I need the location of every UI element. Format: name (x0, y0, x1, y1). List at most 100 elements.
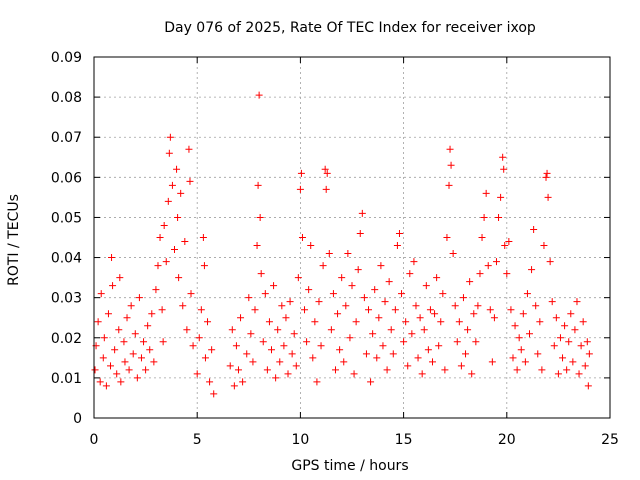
data-point (482, 189, 490, 197)
data-point (274, 326, 282, 334)
data-point (102, 382, 110, 390)
data-point (208, 346, 216, 354)
data-point (371, 286, 379, 294)
data-point (550, 342, 558, 350)
data-point (377, 262, 385, 270)
data-point (577, 342, 585, 350)
data-point (439, 290, 447, 298)
data-point (104, 310, 112, 318)
data-point (201, 354, 209, 362)
data-point (530, 225, 538, 233)
data-point (492, 258, 500, 266)
data-point (354, 266, 362, 274)
data-point (507, 306, 515, 314)
data-point (280, 342, 288, 350)
data-point (336, 346, 344, 354)
data-point (133, 374, 141, 382)
data-point (342, 302, 350, 310)
data-point (173, 165, 181, 173)
data-point (321, 165, 329, 173)
data-point (563, 366, 571, 374)
data-point (406, 270, 414, 278)
data-point (500, 165, 508, 173)
data-point (127, 302, 135, 310)
data-point (360, 294, 368, 302)
data-point (237, 314, 245, 322)
data-point (583, 338, 591, 346)
data-point (125, 366, 133, 374)
data-point (137, 354, 145, 362)
data-point (327, 326, 335, 334)
data-point (584, 382, 592, 390)
data-point (338, 274, 346, 282)
data-point (383, 366, 391, 374)
data-point (177, 189, 185, 197)
x-tick-label: 10 (291, 432, 309, 448)
y-tick-labels: 0 0.01 0.02 0.03 0.04 0.05 0.06 0.07 0.08 0.09 (51, 50, 82, 427)
data-point (499, 153, 507, 161)
data-point (585, 350, 593, 358)
data-point (515, 334, 523, 342)
data-point (168, 181, 176, 189)
data-point (189, 342, 197, 350)
data-point (348, 282, 356, 290)
data-point (521, 358, 529, 366)
data-point (292, 362, 300, 370)
data-point (447, 161, 455, 169)
x-tick-label: 15 (395, 432, 413, 448)
data-point (197, 306, 205, 314)
data-point (253, 242, 261, 250)
data-point (462, 350, 470, 358)
data-point (166, 133, 174, 141)
data-point (412, 302, 420, 310)
data-point (323, 169, 331, 177)
data-point (445, 181, 453, 189)
data-point (160, 221, 168, 229)
data-point (488, 358, 496, 366)
data-point (251, 306, 259, 314)
data-point (200, 262, 208, 270)
data-point (272, 374, 280, 382)
data-point (247, 330, 255, 338)
data-point (183, 326, 191, 334)
data-point (544, 193, 552, 201)
data-point (210, 390, 218, 398)
data-point (455, 318, 463, 326)
data-point (410, 258, 418, 266)
data-point (107, 362, 115, 370)
x-tick-labels: 0 5 10 15 20 25 (90, 432, 619, 448)
data-point (150, 358, 158, 366)
data-point (334, 310, 342, 318)
data-point (91, 366, 99, 374)
data-point (414, 354, 422, 362)
data-point (472, 338, 480, 346)
data-point (523, 290, 531, 298)
data-point (538, 366, 546, 374)
data-point (232, 342, 240, 350)
data-point (565, 338, 573, 346)
data-point (315, 298, 323, 306)
data-point (206, 378, 214, 386)
data-point (270, 282, 278, 290)
data-point (97, 290, 105, 298)
data-point (135, 294, 143, 302)
data-point (375, 314, 383, 322)
data-point (298, 234, 306, 241)
data-point (486, 306, 494, 314)
data-point (109, 282, 117, 290)
y-tick-label: 0.05 (51, 210, 82, 226)
data-point (358, 209, 366, 217)
data-point (199, 234, 207, 241)
data-point (296, 185, 304, 193)
grid-lines (94, 57, 610, 418)
data-point (254, 181, 262, 189)
data-point (297, 169, 305, 177)
data-point (108, 254, 116, 262)
data-point (484, 262, 492, 270)
data-point (441, 366, 449, 374)
data-point (288, 350, 296, 358)
y-tick-label: 0.06 (51, 170, 82, 186)
data-point (443, 234, 451, 241)
data-point (437, 318, 445, 326)
